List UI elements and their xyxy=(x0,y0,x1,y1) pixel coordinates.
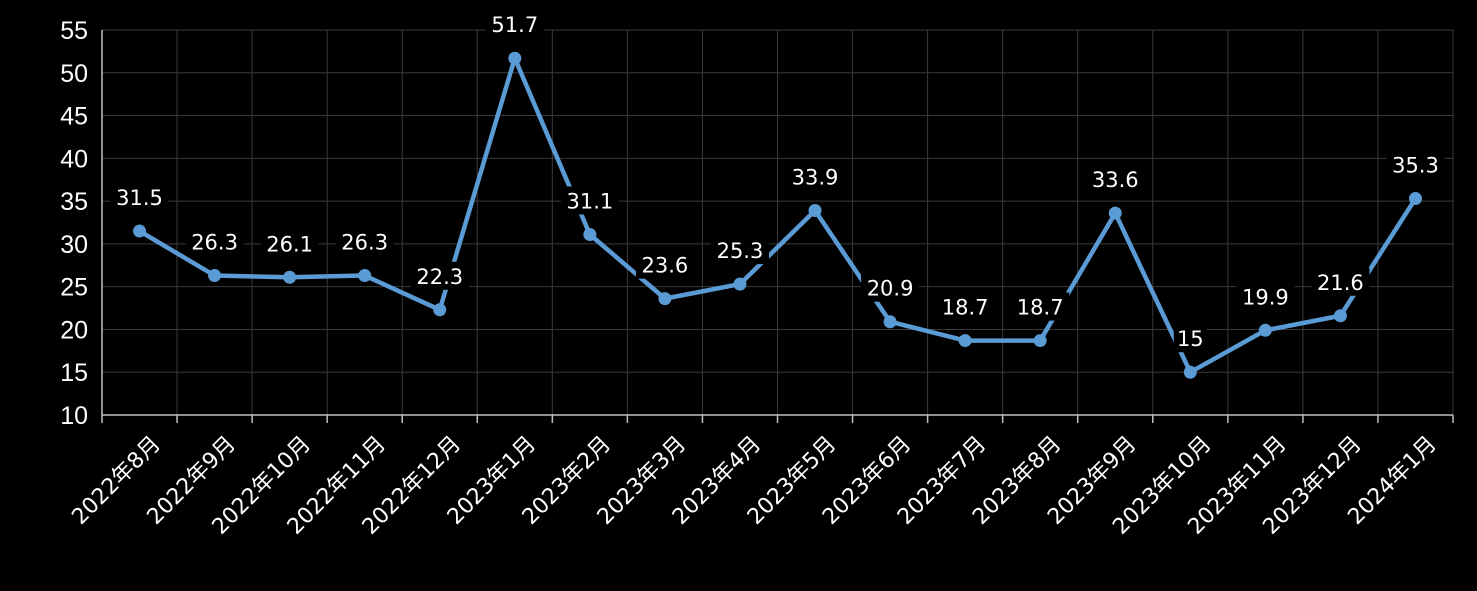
y-tick-label: 30 xyxy=(60,231,88,259)
data-label: 26.3 xyxy=(341,231,388,255)
y-tick-label: 25 xyxy=(60,274,88,302)
data-label: 26.3 xyxy=(191,231,238,255)
data-labels: 31.5 26.3 26.1 26.3 22.3 51.7 31.1 23.6 25.3 33.9… xyxy=(110,10,1445,353)
data-point xyxy=(808,204,822,218)
data-point xyxy=(1033,334,1047,348)
y-tick-label: 10 xyxy=(60,402,88,430)
data-label-backing xyxy=(710,236,769,265)
data-point xyxy=(283,270,297,284)
data-label: 23.6 xyxy=(642,254,689,278)
data-label-backing xyxy=(560,186,619,215)
y-tick-label: 40 xyxy=(60,145,88,173)
data-point xyxy=(1408,192,1422,206)
data-label-backing xyxy=(1311,267,1370,296)
data-label-backing xyxy=(485,10,544,39)
data-label-backing xyxy=(861,273,920,302)
axes xyxy=(101,30,1454,423)
data-label: 20.9 xyxy=(867,277,914,301)
data-label-backing xyxy=(1086,165,1145,194)
data-label: 21.6 xyxy=(1317,271,1364,295)
data-label-backing xyxy=(260,229,319,258)
data-label: 18.7 xyxy=(942,296,989,320)
data-label: 31.1 xyxy=(566,189,613,213)
data-point xyxy=(883,315,897,329)
data-point xyxy=(1108,206,1122,220)
data-label-backing xyxy=(335,227,394,256)
data-label: 22.3 xyxy=(416,265,463,289)
data-label: 19.9 xyxy=(1242,285,1289,309)
data-point xyxy=(433,303,447,317)
data-label-backing xyxy=(1386,150,1445,179)
data-label-backing xyxy=(1011,292,1070,321)
data-point xyxy=(1258,323,1272,337)
data-label-backing xyxy=(1236,282,1295,311)
data-label: 31.5 xyxy=(116,186,163,210)
data-point xyxy=(358,269,372,283)
data-label: 25.3 xyxy=(717,239,764,263)
data-label-backing xyxy=(110,183,169,212)
y-tick-label: 35 xyxy=(60,188,88,216)
data-point xyxy=(508,51,522,65)
gridlines xyxy=(102,29,1454,415)
y-axis-tick-labels: 10 15 20 25 30 35 40 45 50 55 xyxy=(60,17,88,430)
series-line xyxy=(137,55,1418,375)
y-tick-label: 15 xyxy=(60,359,88,387)
data-point xyxy=(583,227,597,241)
data-label: 51.7 xyxy=(491,13,538,37)
data-label-backing xyxy=(1173,324,1207,353)
data-point xyxy=(133,224,147,238)
data-label-backing xyxy=(786,162,845,191)
data-label: 26.1 xyxy=(266,232,313,256)
y-tick-label: 55 xyxy=(60,17,88,45)
data-label: 33.9 xyxy=(792,166,839,190)
data-label: 15 xyxy=(1177,327,1204,351)
data-label: 33.6 xyxy=(1092,168,1139,192)
data-point xyxy=(1183,365,1197,379)
y-tick-label: 45 xyxy=(60,103,88,131)
data-point xyxy=(733,277,747,291)
data-point xyxy=(208,269,222,283)
data-label-backing xyxy=(185,227,244,256)
data-point xyxy=(1333,309,1347,323)
data-label: 18.7 xyxy=(1017,296,1064,320)
data-label-backing xyxy=(410,261,469,290)
data-label-backing xyxy=(936,292,995,321)
y-tick-label: 50 xyxy=(60,60,88,88)
y-tick-label: 20 xyxy=(60,316,88,344)
data-point xyxy=(958,334,972,348)
data-series xyxy=(133,51,1422,379)
data-label: 35.3 xyxy=(1392,154,1439,178)
data-point xyxy=(658,292,672,306)
data-label-backing xyxy=(635,250,694,279)
